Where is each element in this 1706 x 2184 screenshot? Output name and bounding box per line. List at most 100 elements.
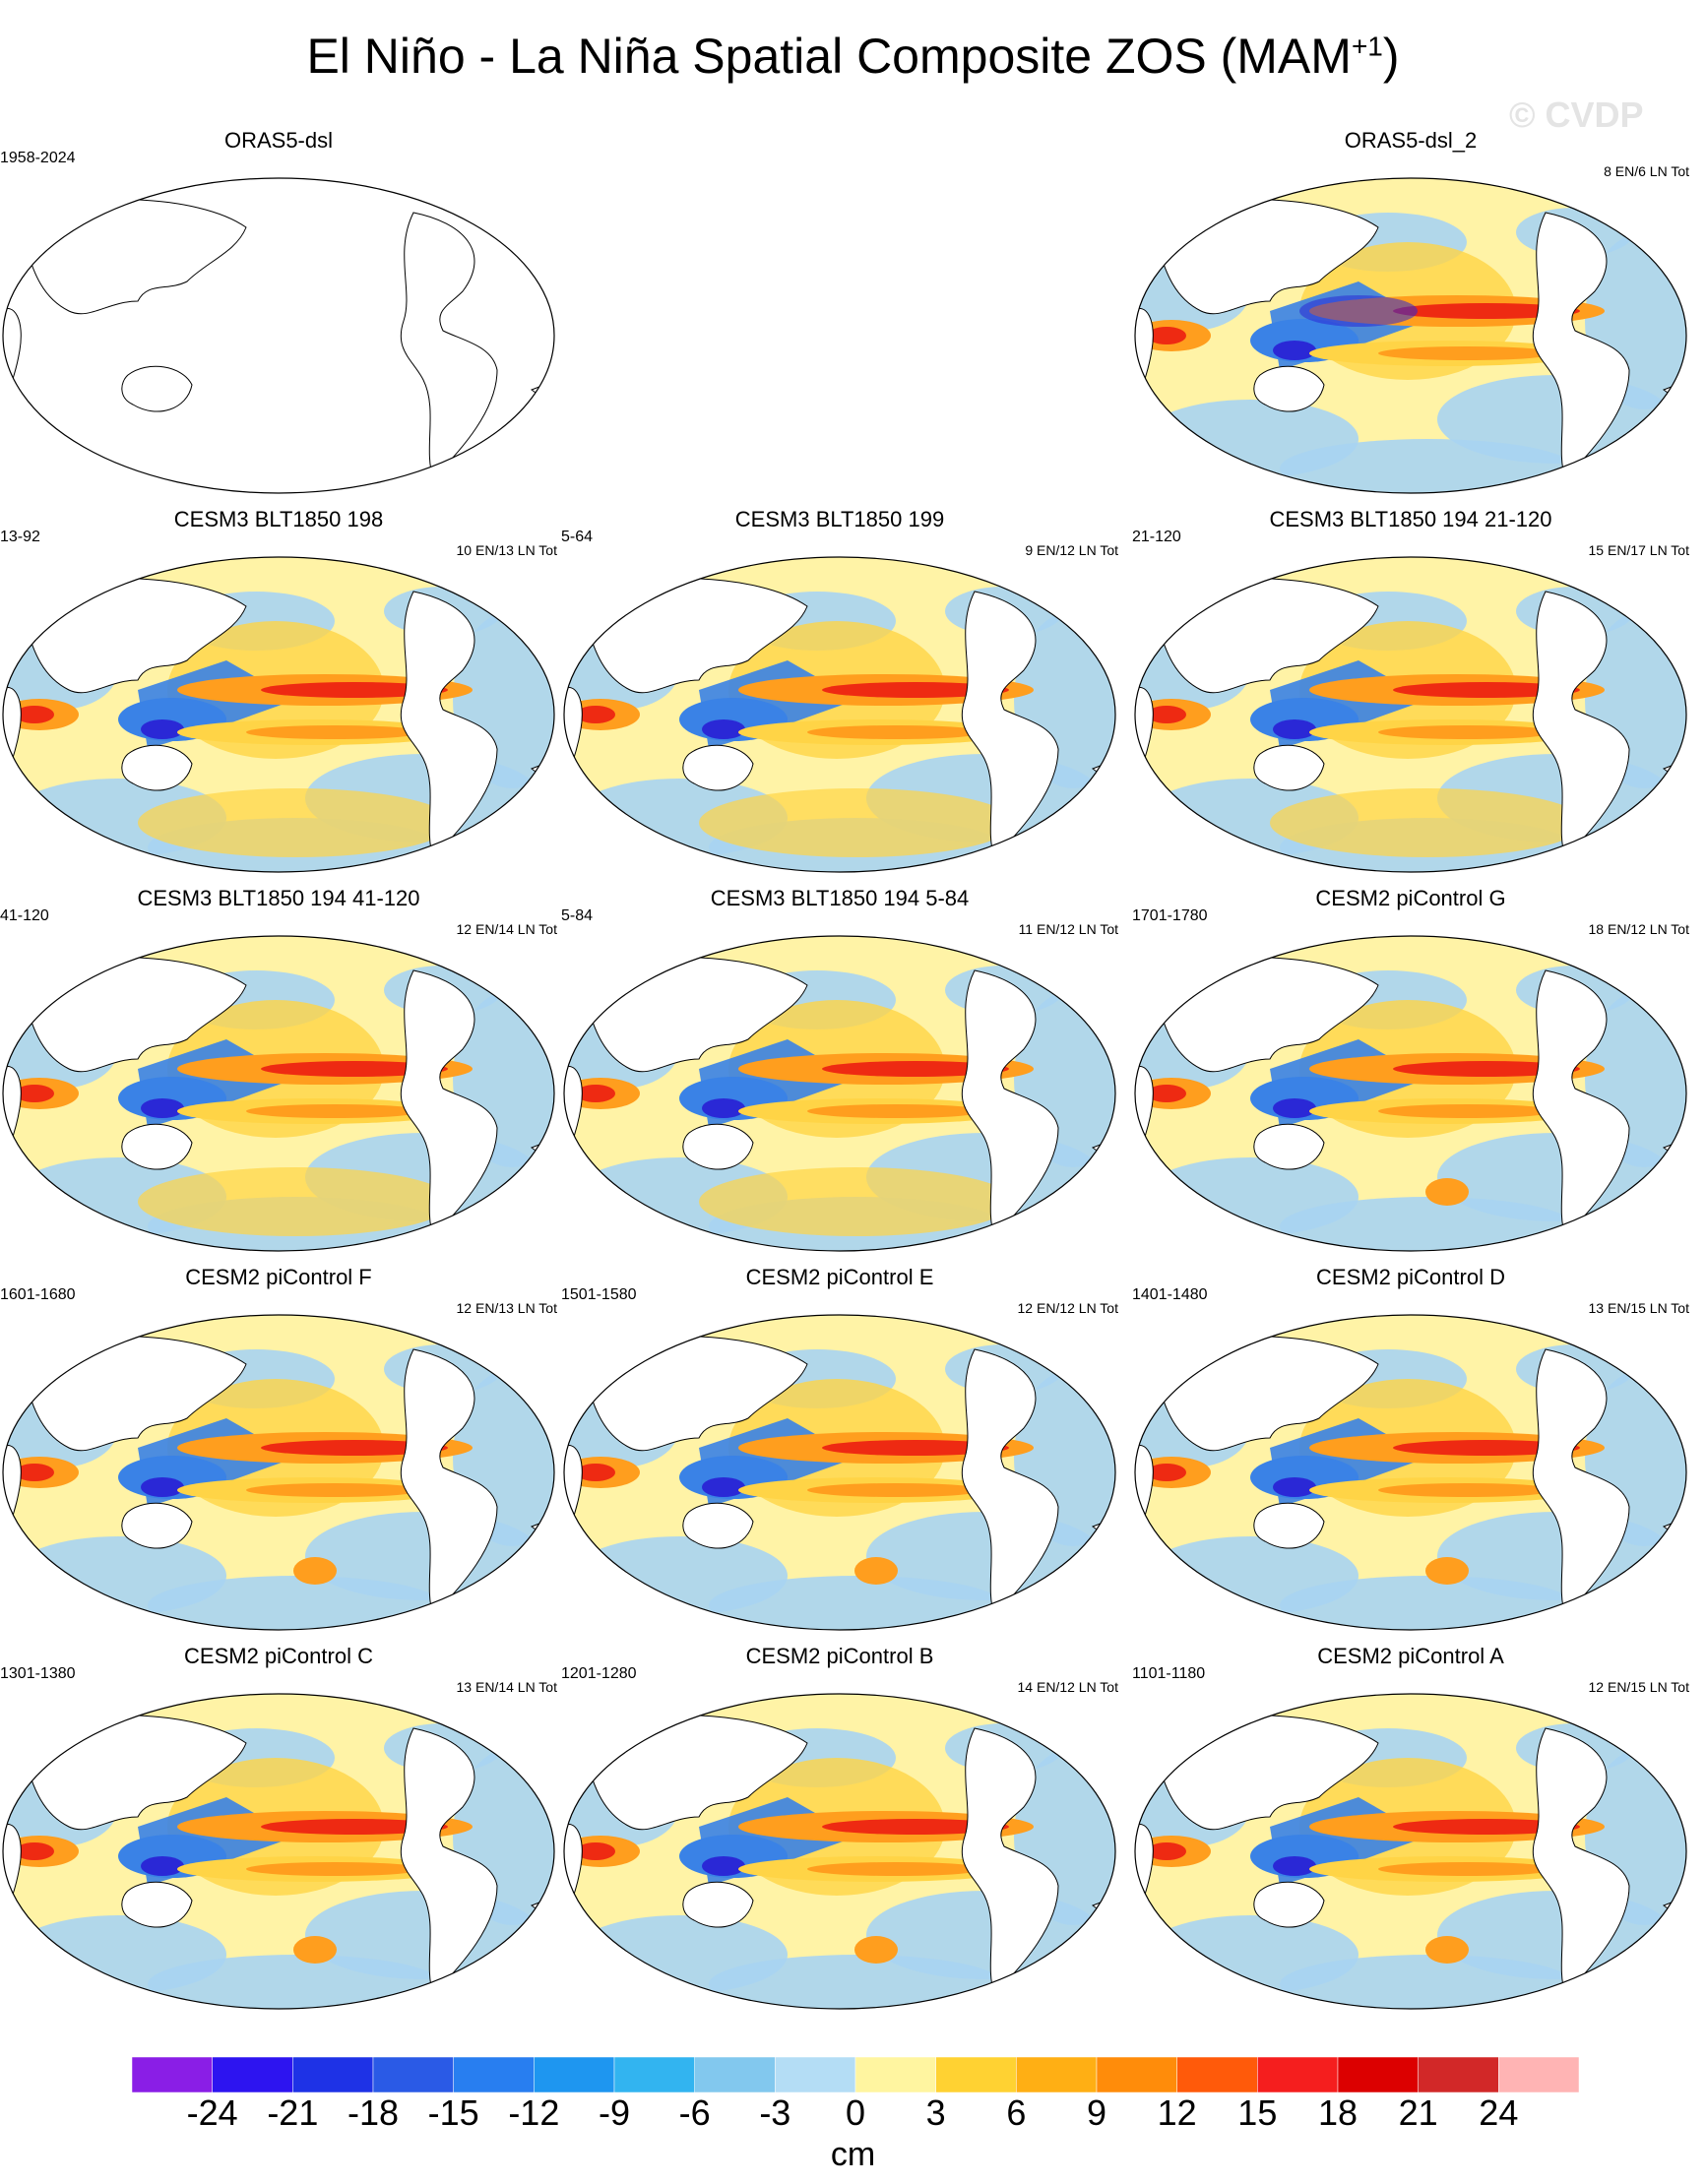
map-panel: CESM2 piControl E 1501-1580 12 EN/12 LN To… xyxy=(561,1265,1118,1639)
colorbar-swatch xyxy=(694,2057,776,2092)
world-map xyxy=(2,935,555,1252)
panel-event-counts: 15 EN/17 LN Tot xyxy=(1588,542,1689,558)
colorbar-swatch xyxy=(1176,2057,1258,2092)
colorbar-swatch xyxy=(132,2057,213,2092)
colorbar-tick-label: -15 xyxy=(427,2092,479,2133)
panel-event-counts: 13 EN/14 LN Tot xyxy=(456,1679,557,1695)
world-map xyxy=(1134,1314,1687,1631)
colorbar-tick-label: -12 xyxy=(508,2092,560,2133)
map-panel: ORAS5-dsl 1958-2024 xyxy=(0,128,557,502)
panel-event-counts: 18 EN/12 LN Tot xyxy=(1588,921,1689,937)
panel-title: CESM3 BLT1850 194 5-84 xyxy=(710,886,970,910)
panel-event-counts: 8 EN/6 LN Tot xyxy=(1604,163,1689,179)
panel-years: 1301-1380 xyxy=(0,1665,76,1682)
panel-years: 1601-1680 xyxy=(0,1286,76,1303)
map-panel: ORAS5-dsl_2 8 EN/6 LN Tot xyxy=(1132,128,1689,502)
colorbar-swatch xyxy=(935,2057,1017,2092)
panel-event-counts: 9 EN/12 LN Tot xyxy=(1025,542,1118,558)
map-outline xyxy=(563,935,1116,1252)
colorbar-swatch xyxy=(1498,2057,1579,2092)
world-map xyxy=(2,1314,555,1631)
panel-years: 13-92 xyxy=(0,529,40,545)
colorbar-tick-label: 15 xyxy=(1237,2092,1278,2133)
world-map xyxy=(1134,177,1687,494)
colorbar-tick-label: 18 xyxy=(1317,2092,1358,2133)
map-outline xyxy=(2,1314,555,1631)
panel-title: CESM3 BLT1850 198 xyxy=(173,507,384,531)
page-title: El Niño - La Niña Spatial Composite ZOS … xyxy=(306,29,1400,84)
colorbar xyxy=(132,2057,1579,2092)
map-outline xyxy=(1134,556,1687,873)
colorbar-swatch xyxy=(372,2057,454,2092)
colorbar-tick-label: 24 xyxy=(1479,2092,1519,2133)
panel-title: CESM2 piControl F xyxy=(185,1265,372,1289)
panel-title: CESM3 BLT1850 199 xyxy=(734,507,945,531)
colorbar-tick-label: 6 xyxy=(1006,2092,1027,2133)
panel-years: 1401-1480 xyxy=(1132,1286,1208,1303)
panel-years: 1201-1280 xyxy=(561,1665,637,1682)
map-panel: CESM3 BLT1850 194 41-120 41-120 12 EN/14 L… xyxy=(0,886,557,1260)
world-map xyxy=(1134,556,1687,873)
world-map xyxy=(2,556,555,873)
colorbar-tick-label: -9 xyxy=(598,2092,630,2133)
colorbar-tick-label: -21 xyxy=(267,2092,319,2133)
panel-title: CESM2 piControl B xyxy=(745,1644,934,1668)
panel-title: CESM2 piControl E xyxy=(745,1265,934,1289)
panel-title: ORAS5-dsl_2 xyxy=(1344,128,1478,153)
panel-years: 1501-1580 xyxy=(561,1286,637,1303)
map-outline xyxy=(2,1693,555,2010)
colorbar-tick-label: 3 xyxy=(925,2092,946,2133)
colorbar-tick-label: -6 xyxy=(678,2092,711,2133)
panel-title: CESM2 piControl A xyxy=(1317,1644,1504,1668)
world-map xyxy=(2,177,555,494)
colorbar-swatch xyxy=(1257,2057,1339,2092)
map-panel: CESM2 piControl B 1201-1280 14 EN/12 LN To… xyxy=(561,1644,1118,2018)
map-panel: CESM3 BLT1850 194 5-84 5-84 11 EN/12 LN To… xyxy=(561,886,1118,1260)
map-outline xyxy=(2,556,555,873)
panel-event-counts: 10 EN/13 LN Tot xyxy=(456,542,557,558)
colorbar-swatch xyxy=(453,2057,535,2092)
panel-years: 1101-1180 xyxy=(1132,1665,1206,1682)
panel-title: CESM3 BLT1850 194 21-120 xyxy=(1269,507,1552,531)
panel-event-counts: 13 EN/15 LN Tot xyxy=(1588,1300,1689,1316)
panel-event-counts: 12 EN/13 LN Tot xyxy=(456,1300,557,1316)
map-outline xyxy=(2,177,555,494)
panel-event-counts: 12 EN/12 LN Tot xyxy=(1017,1300,1118,1316)
panel-title: CESM2 piControl G xyxy=(1315,886,1506,910)
panel-years: 5-84 xyxy=(561,907,594,924)
colorbar-swatch xyxy=(1096,2057,1177,2092)
colorbar-tick-label: 12 xyxy=(1157,2092,1197,2133)
colorbar-swatch xyxy=(1016,2057,1098,2092)
colorbar-swatch xyxy=(1418,2057,1499,2092)
panel-years: 1701-1780 xyxy=(1132,907,1208,924)
world-map xyxy=(1134,935,1687,1252)
panel-title: CESM3 BLT1850 194 41-120 xyxy=(137,886,420,910)
colorbar-swatch xyxy=(613,2057,695,2092)
map-outline xyxy=(563,1693,1116,2010)
map-outline xyxy=(1134,935,1687,1252)
panel-event-counts: 12 EN/14 LN Tot xyxy=(456,921,557,937)
colorbar-tick-label: 9 xyxy=(1086,2092,1107,2133)
world-map xyxy=(563,556,1116,873)
panel-title: CESM2 piControl D xyxy=(1316,1265,1505,1289)
map-panel: CESM2 piControl C 1301-1380 13 EN/14 LN To… xyxy=(0,1644,557,2018)
colorbar-tick-label: -24 xyxy=(186,2092,238,2133)
panel-title: ORAS5-dsl xyxy=(223,128,334,153)
colorbar-swatch xyxy=(775,2057,856,2092)
colorbar-tick-label: -3 xyxy=(759,2092,791,2133)
panel-years: 21-120 xyxy=(1132,529,1181,545)
map-outline xyxy=(2,935,555,1252)
panel-years: 1958-2024 xyxy=(0,150,76,166)
world-map xyxy=(563,1693,1116,2010)
colorbar-swatch xyxy=(534,2057,615,2092)
world-map xyxy=(2,1693,555,2010)
map-panel: CESM3 BLT1850 199 5-64 9 EN/12 LN Tot xyxy=(561,507,1118,881)
colorbar-swatch xyxy=(1337,2057,1419,2092)
map-panel: CESM3 BLT1850 198 13-92 10 EN/13 LN Tot xyxy=(0,507,557,881)
map-outline xyxy=(1134,177,1687,494)
panel-event-counts: 11 EN/12 LN Tot xyxy=(1018,921,1118,937)
colorbar-tick-label: 21 xyxy=(1398,2092,1438,2133)
map-panel: CESM2 piControl D 1401-1480 13 EN/15 LN To… xyxy=(1132,1265,1689,1639)
world-map xyxy=(563,1314,1116,1631)
panel-years: 5-64 xyxy=(561,529,594,545)
